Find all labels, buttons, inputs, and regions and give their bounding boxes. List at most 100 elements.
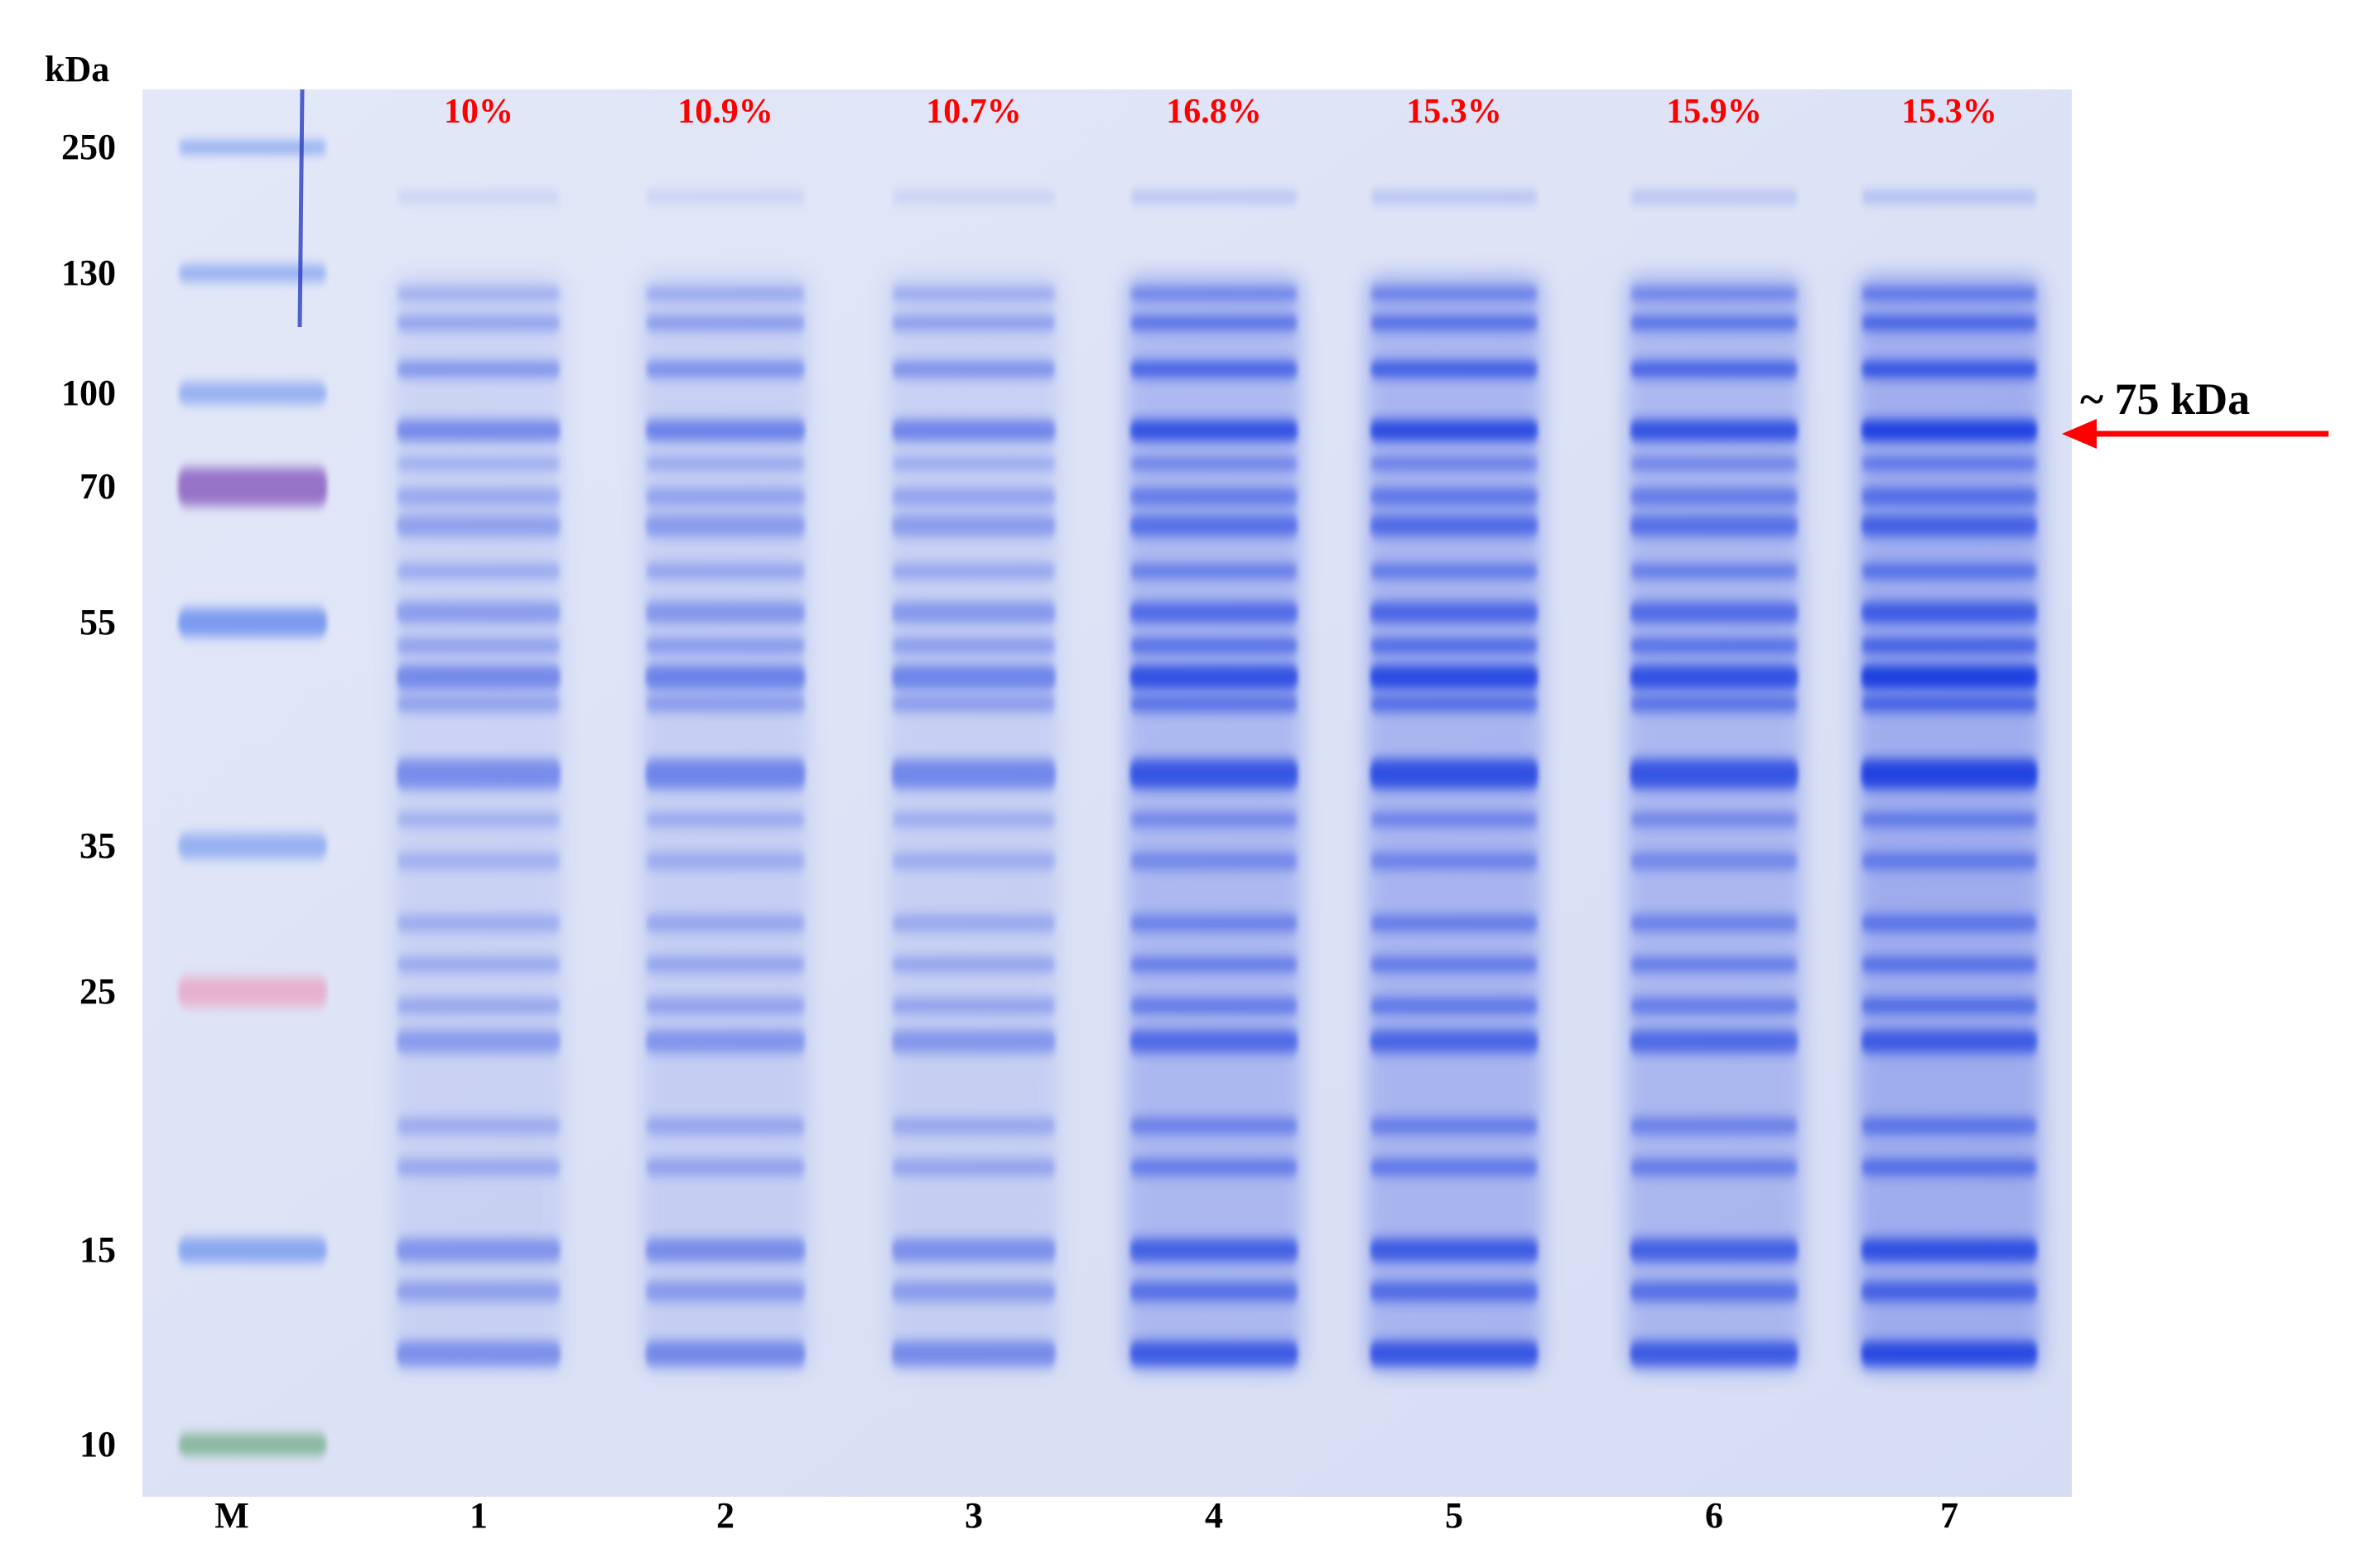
lane-percentage-2: 10.9% [677, 93, 773, 131]
band [1129, 1159, 1298, 1176]
band [892, 759, 1056, 789]
lane-4 [1125, 191, 1303, 1374]
band [645, 420, 806, 441]
band [1129, 915, 1298, 931]
band [1129, 1118, 1298, 1134]
band [1861, 637, 2038, 654]
ladder-band-25 [178, 977, 327, 1007]
mw-unit-label: kDa [45, 49, 109, 89]
band [645, 287, 806, 301]
band [397, 998, 561, 1014]
band [1129, 1341, 1298, 1366]
lane-label-M: M [214, 1495, 249, 1536]
band [397, 695, 561, 712]
band [892, 602, 1056, 623]
annotation-75kda-label: ~ 75 kDa [2080, 374, 2250, 424]
lane-2 [640, 191, 811, 1374]
band [397, 759, 561, 789]
band [645, 191, 806, 203]
band [397, 457, 561, 470]
band [1630, 1030, 1799, 1053]
band [1861, 420, 2038, 441]
band [892, 665, 1056, 690]
band [645, 957, 806, 972]
band [1370, 515, 1539, 536]
lane-percentage-6: 15.9% [1666, 93, 1762, 131]
band [397, 420, 561, 441]
band [397, 1030, 561, 1053]
band [1129, 602, 1298, 623]
band [1630, 1282, 1799, 1301]
band [1370, 564, 1539, 579]
ladder-band-35 [178, 834, 327, 859]
band [397, 813, 561, 826]
band [1630, 957, 1799, 972]
band [1861, 1118, 2038, 1134]
lane-label-4: 4 [1205, 1495, 1223, 1536]
band [1370, 813, 1539, 826]
band [1129, 637, 1298, 654]
band [1861, 1239, 2038, 1262]
band [1861, 1159, 2038, 1176]
band [397, 1159, 561, 1176]
mw-label-130: 130 [61, 253, 116, 293]
band [645, 457, 806, 470]
band [1861, 564, 2038, 579]
band [397, 191, 561, 203]
band [1129, 315, 1298, 330]
band [1370, 361, 1539, 378]
band [397, 915, 561, 931]
band [645, 315, 806, 330]
band [1861, 515, 2038, 536]
band [892, 488, 1056, 506]
band [645, 1341, 806, 1366]
lane-label-7: 7 [1940, 1495, 1958, 1536]
band [892, 915, 1056, 931]
mw-label-10: 10 [79, 1424, 116, 1465]
band [1861, 695, 2038, 712]
band [1129, 515, 1298, 536]
band [645, 759, 806, 789]
band [1370, 637, 1539, 654]
band [892, 457, 1056, 470]
band [892, 287, 1056, 301]
lane-percentage-3: 10.7% [926, 93, 1022, 131]
band [397, 957, 561, 972]
ladder-band-100 [178, 382, 327, 404]
band [1129, 488, 1298, 506]
band [1861, 488, 2038, 506]
band [1370, 915, 1539, 931]
band [892, 515, 1056, 536]
lane-label-5: 5 [1445, 1495, 1463, 1536]
band [645, 813, 806, 826]
lane-percentage-4: 16.8% [1166, 93, 1262, 131]
band [1861, 361, 2038, 378]
band [1630, 515, 1799, 536]
band [892, 813, 1056, 826]
band [1129, 759, 1298, 789]
band [1861, 853, 2038, 869]
band [892, 1159, 1056, 1176]
band [397, 488, 561, 506]
band [397, 1282, 561, 1301]
band [1861, 759, 2038, 789]
band [397, 665, 561, 690]
band [1630, 695, 1799, 712]
band [892, 1118, 1056, 1134]
lane-percentage-1: 10% [444, 93, 513, 131]
lane-percentage-labels: 10% 10.9% 10.7% 16.8% 15.3% 15.9% 15.3% [444, 93, 1997, 131]
band [1370, 665, 1539, 690]
band [397, 637, 561, 654]
mw-label-35: 35 [79, 825, 116, 866]
ladder-band-70 [178, 468, 327, 506]
band [1129, 957, 1298, 972]
band [397, 315, 561, 330]
band [1129, 420, 1298, 441]
mw-label-55: 55 [79, 602, 116, 642]
lane-5 [1365, 191, 1544, 1374]
band [645, 1118, 806, 1134]
band [892, 420, 1056, 441]
band [1630, 361, 1799, 378]
ladder-band-15 [178, 1238, 327, 1263]
band [892, 361, 1056, 378]
